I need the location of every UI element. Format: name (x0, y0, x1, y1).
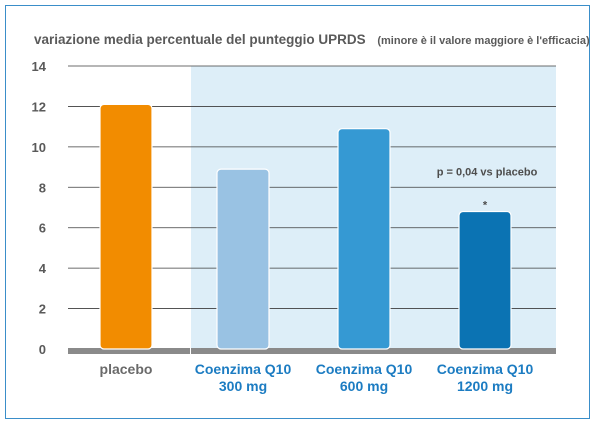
y-tick-label: 14 (32, 59, 47, 74)
y-tick-label: 2 (39, 302, 46, 317)
bar-chart: variazione media percentuale del puntegg… (32, 32, 590, 394)
category-label: placebo (100, 361, 153, 377)
y-tick-label: 0 (39, 342, 46, 357)
significance-note: p = 0,04 vs placebo (437, 167, 538, 179)
baseline-left (68, 348, 190, 354)
category-label: Coenzima Q10 (316, 361, 413, 377)
significance-marker: * (483, 200, 488, 212)
category-label-sub: 1200 mg (457, 378, 513, 394)
bar (337, 128, 391, 350)
category-label: Coenzima Q10 (195, 361, 292, 377)
category-label-sub: 300 mg (219, 378, 267, 394)
title-main: variazione media percentuale del puntegg… (34, 32, 366, 47)
bar (99, 103, 153, 350)
y-tick-label: 8 (39, 180, 46, 195)
chart-title: variazione media percentuale del puntegg… (34, 32, 590, 47)
y-tick-label: 10 (32, 140, 46, 155)
baseline-right (191, 348, 556, 354)
y-tick-label: 12 (32, 99, 46, 114)
bar (216, 168, 270, 350)
chart-frame: variazione media percentuale del puntegg… (5, 5, 590, 419)
y-tick-label: 6 (39, 221, 46, 236)
category-label: Coenzima Q10 (437, 361, 534, 377)
title-subtitle: (minore è il valore maggiore è l'efficac… (377, 35, 590, 47)
bar (458, 210, 512, 350)
y-tick-label: 4 (39, 261, 47, 276)
category-label-sub: 600 mg (340, 378, 388, 394)
